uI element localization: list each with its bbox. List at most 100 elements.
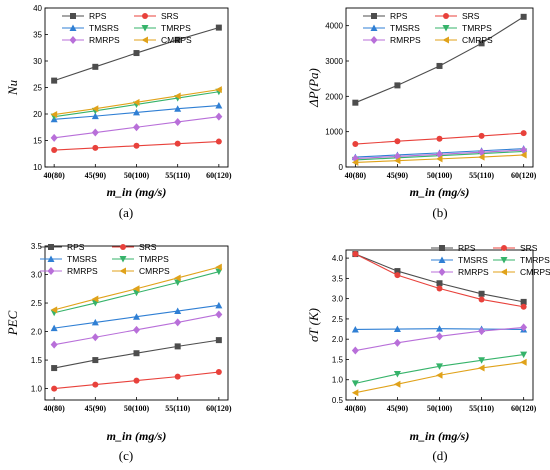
data-point [91, 112, 99, 120]
legend-marker [120, 244, 126, 250]
legend: RPS SRS TMSRS TMRPS RMRPS CMRPS [40, 242, 170, 276]
legend-marker [442, 36, 449, 44]
data-point [436, 285, 443, 292]
y-tick-label: 1.5 [31, 356, 43, 365]
data-point [351, 158, 359, 166]
legend-label: CMRPS [161, 35, 192, 45]
data-point [215, 337, 222, 344]
legend-marker [142, 13, 148, 19]
data-point [478, 290, 485, 297]
y-axis-label: ΔP(Pa) [306, 68, 321, 108]
data-point [394, 268, 401, 275]
legend: RPS SRS TMSRS TMRPS RMRPS CMRPS [62, 11, 192, 45]
series-tmsrs [351, 325, 528, 333]
legend-marker [442, 25, 450, 32]
data-point [436, 332, 443, 341]
data-point [92, 357, 99, 364]
y-tick-label: 25 [33, 84, 42, 93]
y-tick-label: 1.0 [332, 376, 344, 385]
series-tmrps [351, 351, 528, 387]
data-point [520, 358, 527, 366]
data-point [478, 327, 486, 336]
series-rps [51, 24, 222, 84]
x-tick-label: 40(80) [345, 404, 367, 413]
data-point [174, 318, 182, 327]
data-point [174, 274, 181, 282]
legend-label: RPS [67, 242, 85, 252]
legend-label: RMRPS [458, 267, 489, 277]
legend-label: RMRPS [89, 35, 120, 45]
legend-marker [371, 13, 377, 19]
y-axis-label: σT (K) [306, 308, 321, 342]
legend-label: RMRPS [390, 35, 421, 45]
legend-marker [141, 25, 149, 32]
data-point [174, 343, 181, 350]
data-point [92, 144, 99, 151]
chart-panel-3: 1.0 1.5 2.0 2.5 3.0 3.5 40(80) 45(90) 50(100) 55(… [5, 242, 232, 463]
data-point [215, 369, 222, 376]
data-point [91, 295, 99, 303]
y-tick-label: 2.0 [332, 335, 344, 344]
x-tick-label: 60(120) [511, 404, 537, 413]
data-point [133, 350, 140, 357]
series-srs [352, 251, 527, 310]
legend-item-rmrps: RMRPS [62, 35, 120, 45]
legend-label: RPS [390, 11, 408, 21]
y-axis-label: PEC [5, 310, 20, 336]
data-point [50, 340, 58, 349]
x-axis-label: m_in (mg/s) [410, 429, 470, 443]
series-tmsrs [50, 301, 223, 332]
data-point [133, 313, 140, 320]
legend: RPS SRS TMSRS TMRPS RMRPS CMRPS [431, 243, 550, 277]
data-point [478, 132, 485, 139]
legend-item-cmrps: CMRPS [493, 267, 550, 277]
x-tick-label: 50(100) [124, 171, 150, 180]
legend-item-srs: SRS [435, 11, 480, 21]
data-point [91, 333, 99, 342]
legend-label: TMSRS [67, 254, 97, 264]
legend-label: TMSRS [458, 255, 488, 265]
y-tick-label: 3000 [325, 57, 343, 66]
panel-label: (b) [432, 205, 447, 220]
data-point [520, 298, 527, 305]
panel-label: (a) [119, 205, 133, 220]
legend-item-tmrps: TMRPS [493, 255, 550, 265]
series-rmrps [50, 112, 223, 142]
legend-marker [370, 36, 378, 44]
data-point [436, 371, 443, 379]
legend-marker [119, 267, 126, 275]
data-point [91, 105, 99, 113]
legend: RPS SRS TMSRS TMRPS RMRPS CMRPS [363, 11, 493, 45]
legend-marker [443, 13, 449, 19]
data-point [215, 138, 222, 145]
chart-panel-2: 0 1000 2000 3000 4000 40(80) 45(90) 50(100) 55(1… [306, 7, 537, 220]
series-rmrps [50, 310, 223, 349]
legend-marker [48, 244, 54, 250]
legend-label: CMRPS [462, 35, 493, 45]
y-tick-label: 1.5 [332, 355, 344, 364]
legend-marker [500, 268, 507, 276]
y-tick-label: 40 [33, 4, 42, 13]
data-point [133, 50, 140, 57]
legend-item-rmrps: RMRPS [363, 35, 421, 45]
data-point [478, 364, 485, 372]
x-tick-label: 55(110) [469, 404, 494, 413]
x-tick-label: 45(90) [85, 171, 107, 180]
legend-label: RPS [89, 11, 107, 21]
data-point [436, 280, 443, 287]
series-cmrps [351, 358, 527, 397]
y-tick-label: 4.0 [332, 254, 344, 263]
data-point [91, 128, 99, 137]
data-point [394, 272, 401, 279]
y-tick-label: 10 [33, 163, 42, 172]
data-point [133, 98, 140, 106]
data-point [520, 151, 527, 159]
data-point [133, 108, 140, 116]
legend-label: TMSRS [390, 23, 420, 33]
legend-marker [119, 256, 127, 263]
data-point [520, 13, 527, 20]
legend-item-tmsrs: TMSRS [40, 254, 97, 264]
series-rps [352, 251, 527, 305]
legend-marker [141, 36, 148, 44]
series-srs [51, 369, 222, 392]
